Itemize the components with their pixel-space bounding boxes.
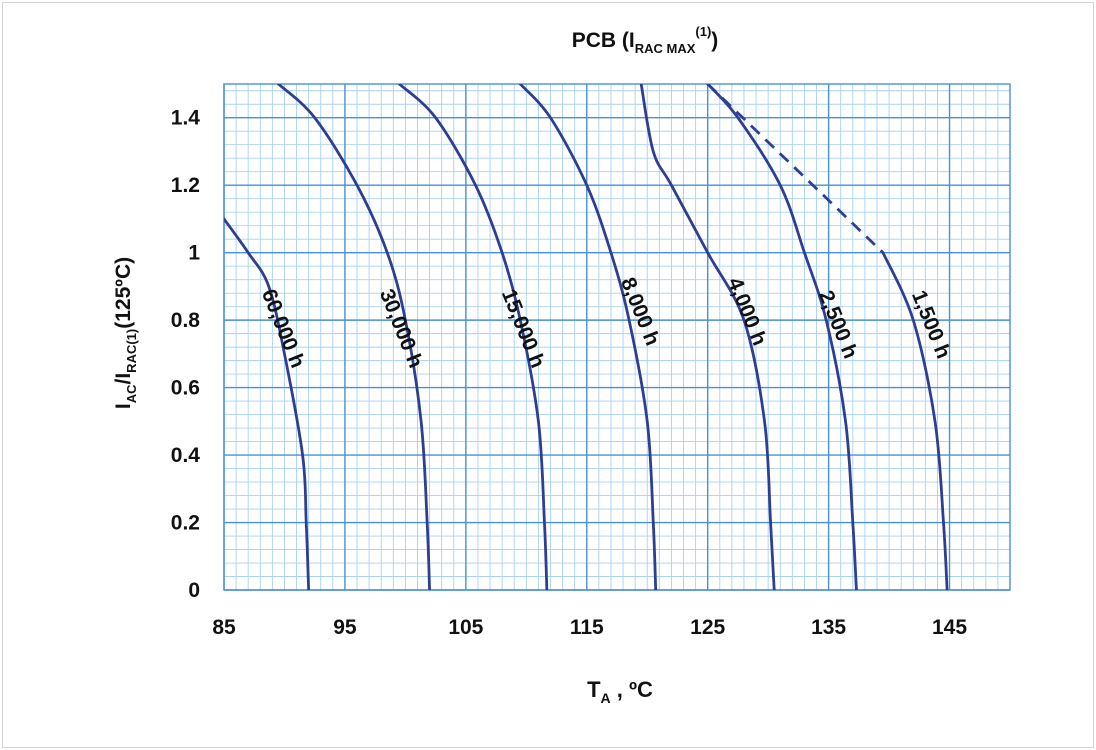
x-tick-label: 105 bbox=[448, 616, 483, 639]
plot-ticks: 85 95 105 115 125 135 145 0 0.2 0.4 0.6 0.8 1 1.2 1.4 bbox=[171, 107, 968, 639]
curve-8000h bbox=[518, 84, 658, 590]
y-tick-label: 1.4 bbox=[171, 107, 201, 130]
y-tick-label: 0.6 bbox=[171, 377, 200, 400]
y-tick-label: 1.2 bbox=[171, 174, 200, 197]
x-tick-label: 135 bbox=[811, 616, 846, 639]
x-axis-title-rest: , ºC bbox=[611, 677, 653, 702]
y-axis-title-p2: /I bbox=[112, 373, 135, 385]
y-axis-title-p3: (125ºC) bbox=[112, 257, 135, 329]
plot-grid bbox=[223, 83, 1011, 591]
y-tick-label: 0.8 bbox=[171, 309, 201, 332]
chart-title-sub: RAC MAX bbox=[635, 41, 696, 56]
x-tick-label: 125 bbox=[690, 616, 725, 639]
y-tick-label: 1 bbox=[188, 242, 200, 265]
y-axis-title-s2: RAC(1) bbox=[124, 329, 139, 373]
y-axis-title-s1: AC bbox=[124, 384, 139, 403]
x-tick-label: 85 bbox=[212, 616, 236, 639]
curve-15000h bbox=[397, 84, 549, 590]
dashed-limit-line bbox=[706, 84, 885, 254]
curve-2500h bbox=[706, 84, 858, 590]
curve-60000h bbox=[224, 217, 311, 590]
x-axis-title: TA , ºC bbox=[587, 677, 653, 706]
chart-title-close: ) bbox=[711, 29, 718, 52]
x-tick-label: 95 bbox=[333, 616, 357, 639]
x-tick-label: 115 bbox=[570, 616, 604, 639]
x-tick-label: 145 bbox=[932, 616, 967, 639]
y-axis-title-p1: I bbox=[112, 403, 135, 409]
curves-group bbox=[224, 84, 949, 590]
x-axis-title-main: T bbox=[587, 677, 601, 702]
plot-area bbox=[224, 84, 1010, 590]
chart-title-main: PCB (I bbox=[572, 29, 635, 52]
y-axis-title: IAC/IRAC(1)(125ºC) bbox=[112, 257, 139, 409]
curve-4000h bbox=[639, 84, 776, 590]
y-tick-label: 0.2 bbox=[171, 512, 200, 535]
chart-title: PCB (IRAC MAX (1)) bbox=[572, 24, 719, 56]
curve-1500h bbox=[881, 251, 949, 590]
y-tick-label: 0 bbox=[188, 579, 200, 602]
plot-border bbox=[223, 83, 1011, 591]
chart-title-sup: (1) bbox=[695, 24, 711, 39]
x-axis-title-sub: A bbox=[601, 690, 611, 706]
curve-30000h bbox=[277, 84, 431, 590]
y-tick-label: 0.4 bbox=[171, 444, 201, 467]
